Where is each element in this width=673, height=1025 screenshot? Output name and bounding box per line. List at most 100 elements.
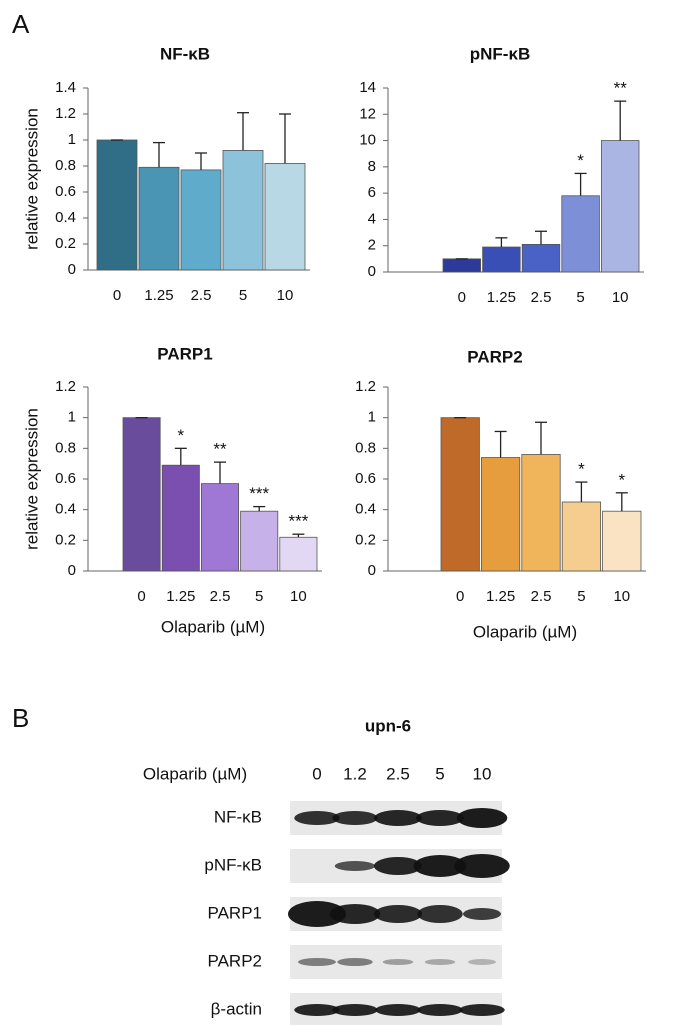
y-axis-label: relative expression xyxy=(22,408,41,550)
significance-label: ** xyxy=(614,79,628,98)
bar xyxy=(522,454,560,571)
significance-label: *** xyxy=(249,484,269,503)
chart-title: PARP2 xyxy=(467,347,522,366)
y-tick-label: 0.6 xyxy=(355,470,376,487)
bar xyxy=(162,465,199,571)
chart-title: PARP1 xyxy=(157,344,212,363)
significance-label: * xyxy=(578,460,585,479)
row-label: β-actin xyxy=(211,999,262,1018)
band xyxy=(332,1004,378,1016)
significance-label: ** xyxy=(213,440,227,459)
y-tick-label: 1.4 xyxy=(55,79,76,96)
y-tick-label: 0.8 xyxy=(55,157,76,174)
x-tick-label: 10 xyxy=(277,287,294,304)
bar xyxy=(123,418,160,571)
lane-label: 0 xyxy=(312,764,321,783)
band xyxy=(459,1004,505,1016)
bar xyxy=(481,458,519,571)
y-tick-label: 6 xyxy=(368,184,376,201)
y-tick-label: 0.8 xyxy=(55,439,76,456)
x-tick-label: 5 xyxy=(577,588,585,605)
x-tick-label: 5 xyxy=(576,289,584,306)
y-axis-label: relative expression xyxy=(22,108,41,250)
row-label: PARP1 xyxy=(208,903,263,922)
significance-label: * xyxy=(577,151,584,170)
x-tick-label: 10 xyxy=(613,588,630,605)
y-tick-label: 2 xyxy=(368,237,376,254)
bar xyxy=(562,502,600,571)
band xyxy=(298,958,336,966)
bar xyxy=(201,484,238,571)
y-tick-label: 0.6 xyxy=(55,470,76,487)
x-tick-label: 0 xyxy=(456,588,464,605)
y-tick-label: 8 xyxy=(368,158,376,175)
x-tick-label: 0 xyxy=(458,289,466,306)
x-tick-label: 2.5 xyxy=(210,588,231,605)
band xyxy=(417,905,463,923)
bar xyxy=(443,259,481,272)
row-label: NF-κB xyxy=(214,807,262,826)
y-tick-label: 0.2 xyxy=(55,531,76,548)
x-tick-label: 2.5 xyxy=(531,588,552,605)
bar xyxy=(139,167,179,270)
band xyxy=(374,810,422,826)
y-tick-label: 0.6 xyxy=(55,183,76,200)
bar xyxy=(265,163,305,270)
band xyxy=(375,1004,421,1016)
x-axis-label: Olaparib (µM) xyxy=(473,622,577,641)
y-tick-label: 14 xyxy=(359,79,376,96)
bar xyxy=(603,511,641,571)
blot-title: upn-6 xyxy=(365,716,411,735)
band xyxy=(383,959,414,965)
x-tick-label: 0 xyxy=(113,287,121,304)
y-tick-label: 12 xyxy=(359,105,376,122)
bar xyxy=(97,140,137,270)
x-tick-label: 0 xyxy=(137,588,145,605)
significance-label: * xyxy=(618,470,625,489)
band xyxy=(425,959,456,965)
y-tick-label: 1 xyxy=(68,131,76,148)
y-tick-label: 0 xyxy=(368,562,376,579)
chart-title: NF-κB xyxy=(160,44,210,63)
x-tick-label: 10 xyxy=(290,588,307,605)
significance-label: *** xyxy=(288,512,308,531)
bar xyxy=(522,244,560,272)
figure: A B upn-6 Olaparib (µM) NF-κBrelative ex… xyxy=(0,0,673,1025)
y-tick-label: 1.2 xyxy=(55,105,76,122)
y-tick-label: 1.2 xyxy=(55,378,76,395)
band xyxy=(463,908,501,920)
y-tick-label: 0.4 xyxy=(55,209,76,226)
band xyxy=(417,1004,463,1016)
band xyxy=(335,861,376,871)
row-label: PARP2 xyxy=(208,951,263,970)
band xyxy=(374,905,422,923)
y-tick-label: 0 xyxy=(368,263,376,280)
lane-label: 5 xyxy=(435,764,444,783)
chart-title: pNF-κB xyxy=(470,44,530,63)
x-tick-label: 1.25 xyxy=(486,588,515,605)
band xyxy=(468,959,496,965)
x-tick-label: 5 xyxy=(239,287,247,304)
band xyxy=(457,808,508,828)
y-tick-label: 0.4 xyxy=(55,501,76,518)
x-tick-label: 2.5 xyxy=(531,289,552,306)
bar xyxy=(601,141,639,272)
x-tick-label: 1.25 xyxy=(144,287,173,304)
y-tick-label: 0.2 xyxy=(55,235,76,252)
y-tick-label: 1 xyxy=(68,409,76,426)
bar xyxy=(241,511,278,571)
lane-label: 2.5 xyxy=(386,764,410,783)
y-tick-label: 0.4 xyxy=(355,501,376,518)
x-tick-label: 1.25 xyxy=(487,289,516,306)
row-label: pNF-κB xyxy=(204,855,262,874)
x-tick-label: 1.25 xyxy=(166,588,195,605)
lane-label: 10 xyxy=(473,764,492,783)
treatment-label: Olaparib (µM) xyxy=(143,764,247,783)
y-tick-label: 0.8 xyxy=(355,439,376,456)
y-tick-label: 0.2 xyxy=(355,531,376,548)
band xyxy=(330,904,381,924)
bar xyxy=(441,418,479,571)
x-axis-label: Olaparib (µM) xyxy=(161,617,265,636)
x-tick-label: 5 xyxy=(255,588,263,605)
panel-label: A xyxy=(12,9,30,39)
